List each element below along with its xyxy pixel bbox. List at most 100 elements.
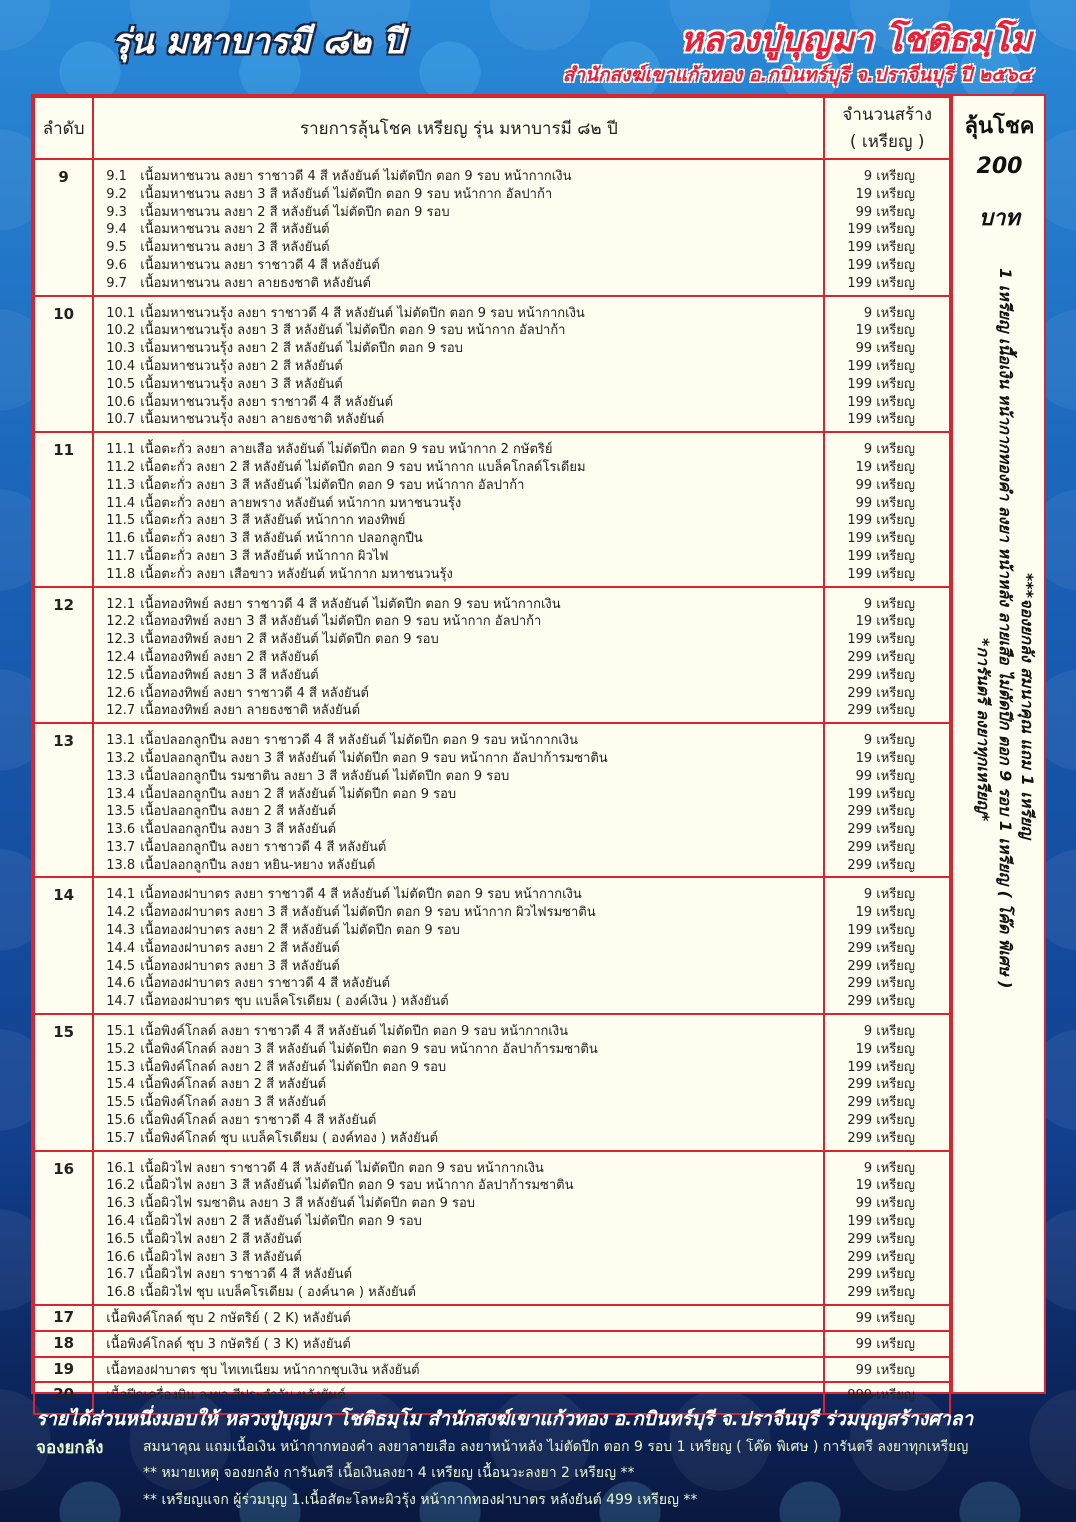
item-description: เนื้อมหาชนวนรุ้ง ลงยา ลายธงชาติ หลังยันต… bbox=[140, 412, 385, 428]
item-quantity: 299 เหรียญ bbox=[847, 1095, 915, 1111]
list-item: 11.1 เนื้อตะกั่ว ลงยา ลายเสือ หลังยันต์ ไ… bbox=[106, 441, 823, 459]
item-quantity: 199 เหรียญ bbox=[847, 513, 915, 529]
section-items: เนื้อพิงค์โกลด์ ชุบ 2 กษัตริย์ ( 2 K) หล… bbox=[92, 1304, 826, 1332]
item-description: เนื้อพิงค์โกลด์ ลงยา 2 สี หลังยันต์ bbox=[140, 1077, 327, 1093]
item-description: เนื้อมหาชนวน ลงยา 2 สี หลังยันต์ ไม่ตัดป… bbox=[140, 204, 450, 220]
item-number: 9.2 bbox=[106, 186, 127, 202]
lucky-draw-panel: ลุ้นโชค 200 บาท ***จองยกลัง สมนาคุณ แถม … bbox=[951, 96, 1046, 1392]
section-items: 9.1 เนื้อมหาชนวน ลงยา ราชาวดี 4 สี หลังยั… bbox=[92, 158, 826, 297]
section-quantities: 9 เหรียญ 19 เหรียญ 99 เหรียญ 99 เหรียญ 199 เ… bbox=[823, 431, 951, 588]
item-description: เนื้อทองฝาบาตร ลงยา ราชาวดี 4 สี หลังยัน… bbox=[140, 976, 391, 992]
table-header-row: ลำดับ รายการลุ้นโชค เหรียญ รุ่น มหาบารมี… bbox=[32, 96, 951, 160]
item-number: 11.5 bbox=[106, 513, 136, 529]
list-item: 13.7 เนื้อปลอกลูกปืน ลงยา ราชาวดี 4 สี หล… bbox=[106, 839, 823, 857]
list-item: 15.1 เนื้อพิงค์โกลด์ ลงยา ราชาวดี 4 สี หล… bbox=[106, 1023, 823, 1041]
item-quantity: 199 เหรียญ bbox=[847, 394, 915, 410]
item-quantity: 9 เหรียญ bbox=[863, 1160, 915, 1176]
item-number: 15.3 bbox=[106, 1059, 136, 1075]
list-item: 9.4 เนื้อมหาชนวน ลงยา 2 สี หลังยันต์ bbox=[106, 221, 823, 239]
item-quantity: 19 เหรียญ bbox=[855, 459, 915, 475]
list-item: 16.7 เนื้อผิวไฟ ลงยา ราชาวดี 4 สี หลังยัน… bbox=[106, 1266, 823, 1284]
item-number: 14.7 bbox=[106, 994, 136, 1010]
item-quantity: 19 เหรียญ bbox=[855, 750, 915, 766]
item-quantity: 199 เหรียญ bbox=[847, 531, 915, 547]
item-number: 9.4 bbox=[106, 222, 127, 238]
item-description: เนื้อพิงค์โกลด์ ชุบ 2 กษัตริย์ ( 2 K) หล… bbox=[106, 1311, 351, 1327]
item-description: เนื้อมหาชนวน ลงยา ราชาวดี 4 สี หลังยันต์… bbox=[140, 169, 572, 184]
item-number: 12.6 bbox=[106, 685, 136, 701]
section-items: เนื้อพิงค์โกลด์ ชุบ 3 กษัตริย์ ( 3 K) หล… bbox=[92, 1329, 826, 1358]
section-row: 18 เนื้อพิงค์โกลด์ ชุบ 3 กษัตริย์ ( 3 K) … bbox=[32, 1329, 951, 1358]
item-quantity: 19 เหรียญ bbox=[855, 1041, 915, 1057]
item-number: 11.4 bbox=[106, 495, 136, 511]
item-description: เนื้อทองทิพย์ ลงยา 3 สี หลังยันต์ bbox=[140, 667, 319, 683]
list-item: 12.2 เนื้อทองทิพย์ ลงยา 3 สี หลังยันต์ ไม… bbox=[106, 613, 823, 631]
list-item: 16.5 เนื้อผิวไฟ ลงยา 2 สี หลังยันต์ bbox=[106, 1231, 823, 1249]
list-item: 9.5 เนื้อมหาชนวน ลงยา 3 สี หลังยันต์ bbox=[106, 239, 823, 257]
item-number: 11.7 bbox=[106, 548, 136, 564]
list-item: 14.1 เนื้อทองฝาบาตร ลงยา ราชาวดี 4 สี หลั… bbox=[106, 886, 823, 904]
item-quantity: 199 เหรียญ bbox=[847, 786, 915, 802]
section-quantities: 9 เหรียญ 19 เหรียญ 199 เหรียญ 299 เหรียญ 299… bbox=[823, 876, 951, 1016]
item-number: 10.2 bbox=[106, 323, 136, 339]
item-quantity: 299 เหรียญ bbox=[847, 1113, 915, 1129]
item-number: 14.6 bbox=[106, 976, 136, 992]
section-number: 9 bbox=[32, 158, 95, 297]
item-number: 16.3 bbox=[106, 1196, 136, 1212]
section-items: 11.1 เนื้อตะกั่ว ลงยา ลายเสือ หลังยันต์ ไ… bbox=[92, 431, 826, 588]
item-number: 9.7 bbox=[106, 275, 127, 291]
list-item: 15.2 เนื้อพิงค์โกลด์ ลงยา 3 สี หลังยันต์ … bbox=[106, 1041, 823, 1059]
item-description: เนื้อทองทิพย์ ลงยา ลายธงชาติ หลังยันต์ bbox=[140, 703, 361, 719]
header-order: ลำดับ bbox=[32, 96, 95, 160]
list-item: 9.1 เนื้อมหาชนวน ลงยา ราชาวดี 4 สี หลังยั… bbox=[106, 168, 823, 186]
item-number: 16.8 bbox=[106, 1285, 136, 1301]
item-number: 15.6 bbox=[106, 1113, 136, 1129]
list-item: 14.5 เนื้อทองฝาบาตร ลงยา 3 สี หลังยันต์ bbox=[106, 958, 823, 976]
item-number: 16.1 bbox=[106, 1160, 136, 1176]
lucky-draw-notes: ***จองยกลัง สมนาคุณ แถม 1 เหรียญ 1 เหรีย… bbox=[972, 268, 1038, 1228]
item-number: 15.4 bbox=[106, 1077, 136, 1093]
item-number: 12.3 bbox=[106, 632, 136, 648]
item-quantity: 9 เหรียญ bbox=[863, 1024, 915, 1040]
item-quantity: 19 เหรียญ bbox=[855, 905, 915, 921]
item-description: เนื้อทองทิพย์ ลงยา 2 สี หลังยันต์ bbox=[140, 649, 319, 665]
item-quantity: 99 เหรียญ bbox=[855, 1362, 915, 1378]
section-row: 14 14.1 เนื้อทองฝาบาตร ลงยา ราชาวดี 4 สี ห… bbox=[32, 876, 951, 1016]
item-number: 16.7 bbox=[106, 1267, 136, 1283]
item-quantity: 19 เหรียญ bbox=[855, 614, 915, 630]
item-quantity: 99 เหรียญ bbox=[855, 1196, 915, 1212]
section-row: 12 12.1 เนื้อทองทิพย์ ลงยา ราชาวดี 4 สี หล… bbox=[32, 585, 951, 725]
list-item: 9.2 เนื้อมหาชนวน ลงยา 3 สี หลังยันต์ ไม่ต… bbox=[106, 186, 823, 204]
item-quantity: 9 เหรียญ bbox=[863, 305, 915, 321]
item-quantity: 9 เหรียญ bbox=[863, 442, 915, 458]
item-quantity: 299 เหรียญ bbox=[847, 804, 915, 820]
list-item: 13.6 เนื้อปลอกลูกปืน ลงยา 3 สี หลังยันต์ bbox=[106, 821, 823, 839]
item-description: เนื้อพิงค์โกลด์ ลงยา ราชาวดี 4 สี หลังยั… bbox=[140, 1113, 377, 1129]
item-number: 14.5 bbox=[106, 958, 136, 974]
section-items: 16.1 เนื้อผิวไฟ ลงยา ราชาวดี 4 สี หลังยัน… bbox=[92, 1149, 826, 1307]
lucky-draw-price: 200 bbox=[976, 154, 1023, 179]
item-quantity: 199 เหรียญ bbox=[847, 548, 915, 564]
section-row: 16 16.1 เนื้อผิวไฟ ลงยา ราชาวดี 4 สี หลังย… bbox=[32, 1149, 951, 1307]
item-number: 13.6 bbox=[106, 822, 136, 838]
item-quantity: 99 เหรียญ bbox=[855, 477, 915, 493]
item-quantity: 199 เหรียญ bbox=[847, 566, 915, 582]
lucky-note-bonus: 1 เหรียญ เนื้อเงิน หน้ากากทองคำ ลงยา หน้… bbox=[996, 268, 1015, 989]
item-quantity: 299 เหรียญ bbox=[847, 1285, 915, 1301]
item-number: 12.5 bbox=[106, 667, 136, 683]
item-description: เนื้อมหาชนวน ลงยา ราชาวดี 4 สี หลังยันต์ bbox=[140, 257, 380, 273]
list-item: 16.2 เนื้อผิวไฟ ลงยา 3 สี หลังยันต์ ไม่ตั… bbox=[106, 1177, 823, 1195]
giveaway-note: ** เหรียญแจก ผู้ร่วมบุญ 1.เนื้อสัตะโลหะผ… bbox=[143, 1492, 698, 1508]
item-number: 14.2 bbox=[106, 905, 136, 921]
item-quantity: 999 เหรียญ bbox=[847, 1388, 915, 1404]
item-quantity: 299 เหรียญ bbox=[847, 857, 915, 873]
item-quantity: 99 เหรียญ bbox=[855, 1336, 915, 1352]
item-quantity: 299 เหรียญ bbox=[847, 839, 915, 855]
remark-note: ** หมายเหตุ จองยกลัง การันตรี เนื้อเงินล… bbox=[143, 1465, 635, 1481]
item-number: 16.6 bbox=[106, 1249, 136, 1265]
list-item: 15.4 เนื้อพิงค์โกลด์ ลงยา 2 สี หลังยันต์ bbox=[106, 1076, 823, 1094]
list-item: 10.4 เนื้อมหาชนวนรุ้ง ลงยา 2 สี หลังยันต์ bbox=[106, 358, 823, 376]
list-item: 14.3 เนื้อทองฝาบาตร ลงยา 2 สี หลังยันต์ ไ… bbox=[106, 922, 823, 940]
item-description: เนื้อทองฝาบาตร ลงยา ราชาวดี 4 สี หลังยัน… bbox=[140, 887, 582, 903]
section-row: 9 9.1 เนื้อมหาชนวน ลงยา ราชาวดี 4 สี หลังย… bbox=[32, 158, 951, 297]
